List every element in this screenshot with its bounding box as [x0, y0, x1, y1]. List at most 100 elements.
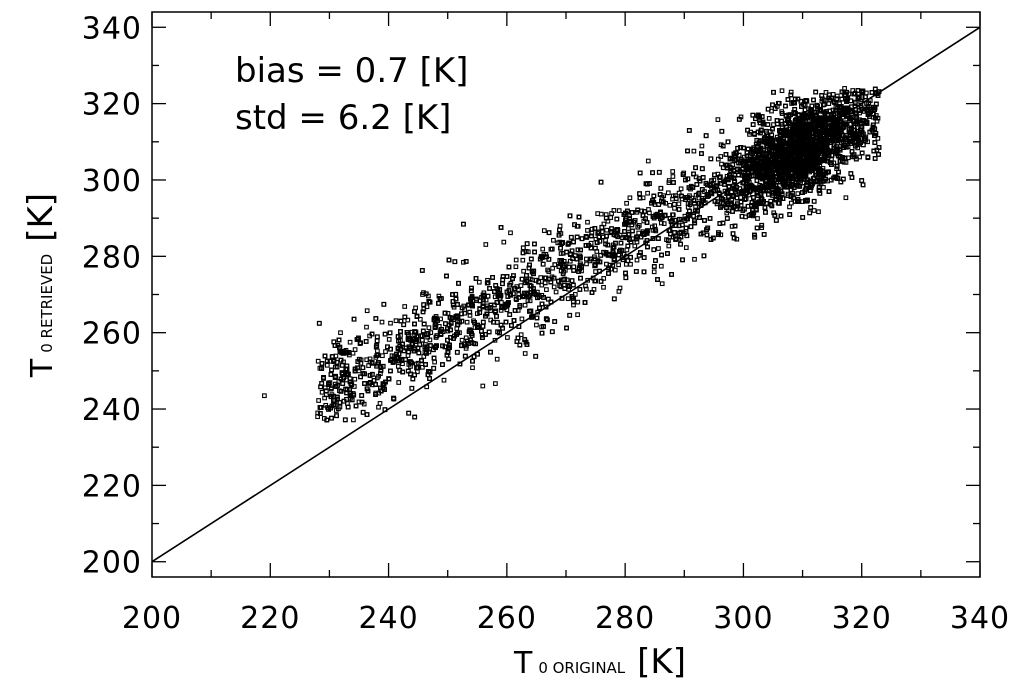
data-point	[366, 363, 371, 368]
data-point	[673, 193, 678, 198]
data-point	[557, 239, 563, 245]
data-point	[683, 245, 689, 250]
data-point	[324, 362, 330, 368]
data-point	[616, 208, 622, 213]
data-point	[405, 317, 411, 323]
data-point	[787, 204, 792, 210]
data-point	[744, 153, 750, 158]
data-point	[322, 395, 327, 401]
data-point	[601, 276, 607, 281]
data-point	[658, 220, 664, 226]
data-point	[375, 348, 380, 354]
data-point	[729, 224, 735, 229]
data-point	[420, 364, 425, 370]
data-point	[544, 287, 549, 292]
data-point	[338, 330, 343, 336]
data-point	[608, 215, 614, 220]
data-point	[402, 304, 408, 309]
data-point	[875, 136, 881, 141]
data-point	[545, 267, 550, 273]
data-point	[821, 97, 827, 103]
data-point	[852, 90, 858, 96]
data-point	[724, 210, 730, 216]
data-point	[540, 246, 546, 252]
x-tick-label: 260	[477, 601, 537, 636]
data-point	[604, 227, 610, 233]
data-point	[685, 204, 691, 210]
data-point	[658, 263, 664, 269]
data-point	[771, 122, 776, 127]
data-point	[585, 228, 590, 233]
data-point	[585, 219, 590, 225]
data-point	[393, 318, 399, 324]
data-point	[520, 257, 526, 263]
data-point	[461, 259, 466, 265]
data-point	[535, 309, 541, 315]
data-point	[734, 236, 740, 242]
data-point	[432, 359, 437, 365]
y-tick-label: 280	[82, 240, 142, 275]
axis-ticks	[151, 12, 981, 577]
data-point	[645, 190, 650, 196]
data-point	[608, 266, 614, 272]
data-point	[426, 325, 432, 331]
data-point	[388, 320, 393, 326]
data-point	[364, 308, 370, 314]
x-tick-label: 340	[950, 601, 1010, 636]
data-point	[670, 169, 676, 174]
x-tick-label: 320	[832, 601, 892, 636]
data-point	[811, 208, 817, 213]
data-point	[612, 267, 618, 273]
data-point	[494, 356, 500, 362]
data-point	[383, 349, 388, 354]
data-point	[651, 269, 657, 275]
data-point	[364, 324, 369, 330]
data-point	[315, 358, 321, 364]
data-point	[505, 335, 510, 340]
data-point	[672, 205, 677, 211]
data-point	[645, 158, 651, 164]
data-point	[665, 190, 671, 196]
x-tick-label: 240	[358, 601, 418, 636]
data-point	[571, 302, 576, 308]
data-point	[513, 296, 519, 302]
data-point	[501, 239, 507, 245]
data-point	[515, 308, 521, 313]
y-tick-label: 260	[82, 317, 142, 352]
data-point	[584, 261, 589, 267]
data-point	[667, 202, 673, 208]
data-point	[538, 275, 544, 280]
axis-tick-labels: 200 220 240 260 280 300 320 3402002202402602803…	[82, 11, 1010, 636]
data-point	[670, 174, 676, 179]
data-point	[636, 230, 642, 236]
data-point	[779, 88, 785, 94]
data-point	[357, 341, 363, 346]
data-point	[464, 319, 470, 325]
data-point	[493, 381, 498, 386]
y-tick-label: 200	[82, 546, 142, 581]
data-point	[771, 210, 777, 216]
data-point	[626, 226, 631, 231]
data-point	[628, 261, 633, 267]
data-point	[766, 116, 772, 121]
data-point	[319, 389, 325, 395]
data-point	[672, 201, 677, 207]
data-point	[382, 331, 388, 337]
data-point	[376, 404, 381, 410]
data-point	[575, 312, 580, 318]
data-point	[821, 185, 826, 190]
data-point	[485, 277, 490, 283]
data-point	[483, 242, 489, 247]
y-tick-label: 220	[82, 469, 142, 504]
data-point	[666, 178, 672, 183]
data-point	[322, 385, 328, 391]
data-point	[585, 277, 591, 283]
data-point	[417, 316, 423, 322]
data-point	[571, 299, 576, 305]
data-point	[396, 380, 402, 385]
data-point	[553, 289, 559, 295]
data-point	[513, 257, 519, 263]
data-point	[632, 243, 638, 249]
data-point	[337, 404, 343, 410]
data-point	[609, 211, 614, 216]
